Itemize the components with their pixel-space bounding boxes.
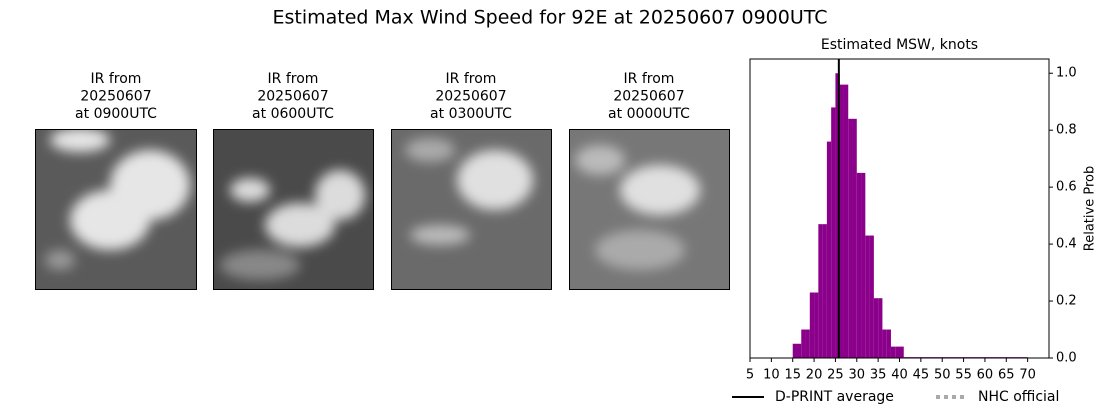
x-tick-label: 10 (763, 368, 780, 383)
panel-title: 20250607 (257, 89, 328, 105)
bar (895, 346, 900, 358)
panel-title: 20250607 (80, 89, 151, 105)
x-tick-label: 70 (1019, 368, 1036, 383)
bar (818, 224, 823, 358)
bar (890, 346, 896, 358)
x-tick-label: 60 (977, 368, 994, 383)
ir-image (569, 129, 729, 289)
x-tick-label: 20 (806, 368, 823, 383)
panel-frame (569, 129, 730, 290)
panel-title: at 0300UTC (430, 106, 512, 122)
ir-image (35, 129, 196, 289)
panel-frame (213, 129, 374, 290)
bar (805, 329, 810, 358)
ir-image (213, 129, 373, 289)
panel-title: IR from (91, 71, 142, 87)
x-tick-label: 45 (913, 368, 930, 383)
bar (865, 235, 870, 358)
bar (814, 292, 819, 358)
y-tick-label: 0.8 (1056, 123, 1077, 138)
panel-title: 20250607 (613, 89, 684, 105)
panel-frame (391, 129, 552, 290)
panel-title: at 0900UTC (75, 106, 157, 122)
x-tick-label: 65 (998, 368, 1015, 383)
y-tick-label: 0.6 (1056, 180, 1077, 195)
bar (856, 172, 862, 358)
y-tick-label: 0.0 (1056, 351, 1077, 366)
chart-title: Estimated MSW, knots (821, 37, 978, 53)
bar (809, 292, 815, 358)
bar (839, 84, 844, 358)
plot-frame (749, 58, 1050, 359)
x-tick-label: 55 (955, 368, 972, 383)
bar (878, 298, 883, 358)
x-tick-label: 30 (849, 368, 866, 383)
bar (826, 141, 832, 358)
bar (869, 235, 874, 358)
y-tick-label: 0.2 (1056, 294, 1077, 309)
figure-title: Estimated Max Wind Speed for 92E at 2025… (272, 7, 827, 29)
y-axis-label: Relative Prob (1083, 166, 1098, 251)
bar (843, 84, 849, 358)
x-tick-label: 40 (891, 368, 908, 383)
bar (796, 343, 802, 358)
x-tick-label: 50 (934, 368, 951, 383)
panel-title: at 0000UTC (608, 106, 690, 122)
x-tick-label: 25 (827, 368, 844, 383)
bar (822, 224, 827, 358)
panel-title: IR from (446, 71, 497, 87)
panel-title: 20250607 (435, 89, 506, 105)
bar (861, 172, 866, 358)
bar (852, 118, 857, 358)
panel-title: IR from (624, 71, 675, 87)
bar (882, 329, 887, 358)
legend-label: D-PRINT average (775, 389, 894, 405)
y-tick-label: 0.4 (1056, 237, 1077, 252)
ir-image (391, 129, 551, 289)
panel-title: at 0600UTC (252, 106, 334, 122)
bar (848, 118, 853, 358)
bar (801, 329, 806, 358)
legend-label: NHC official (978, 389, 1059, 405)
x-tick-label: 35 (870, 368, 887, 383)
panel-frame (35, 129, 197, 290)
y-tick-label: 1.0 (1056, 66, 1077, 81)
bar (886, 329, 891, 358)
panel-title: IR from (268, 71, 319, 87)
bar (835, 73, 840, 358)
x-tick-label: 5 (746, 368, 754, 383)
bar (899, 346, 904, 358)
bar (873, 298, 879, 358)
bar (792, 343, 797, 358)
bar (831, 107, 836, 359)
x-tick-label: 15 (784, 368, 801, 383)
